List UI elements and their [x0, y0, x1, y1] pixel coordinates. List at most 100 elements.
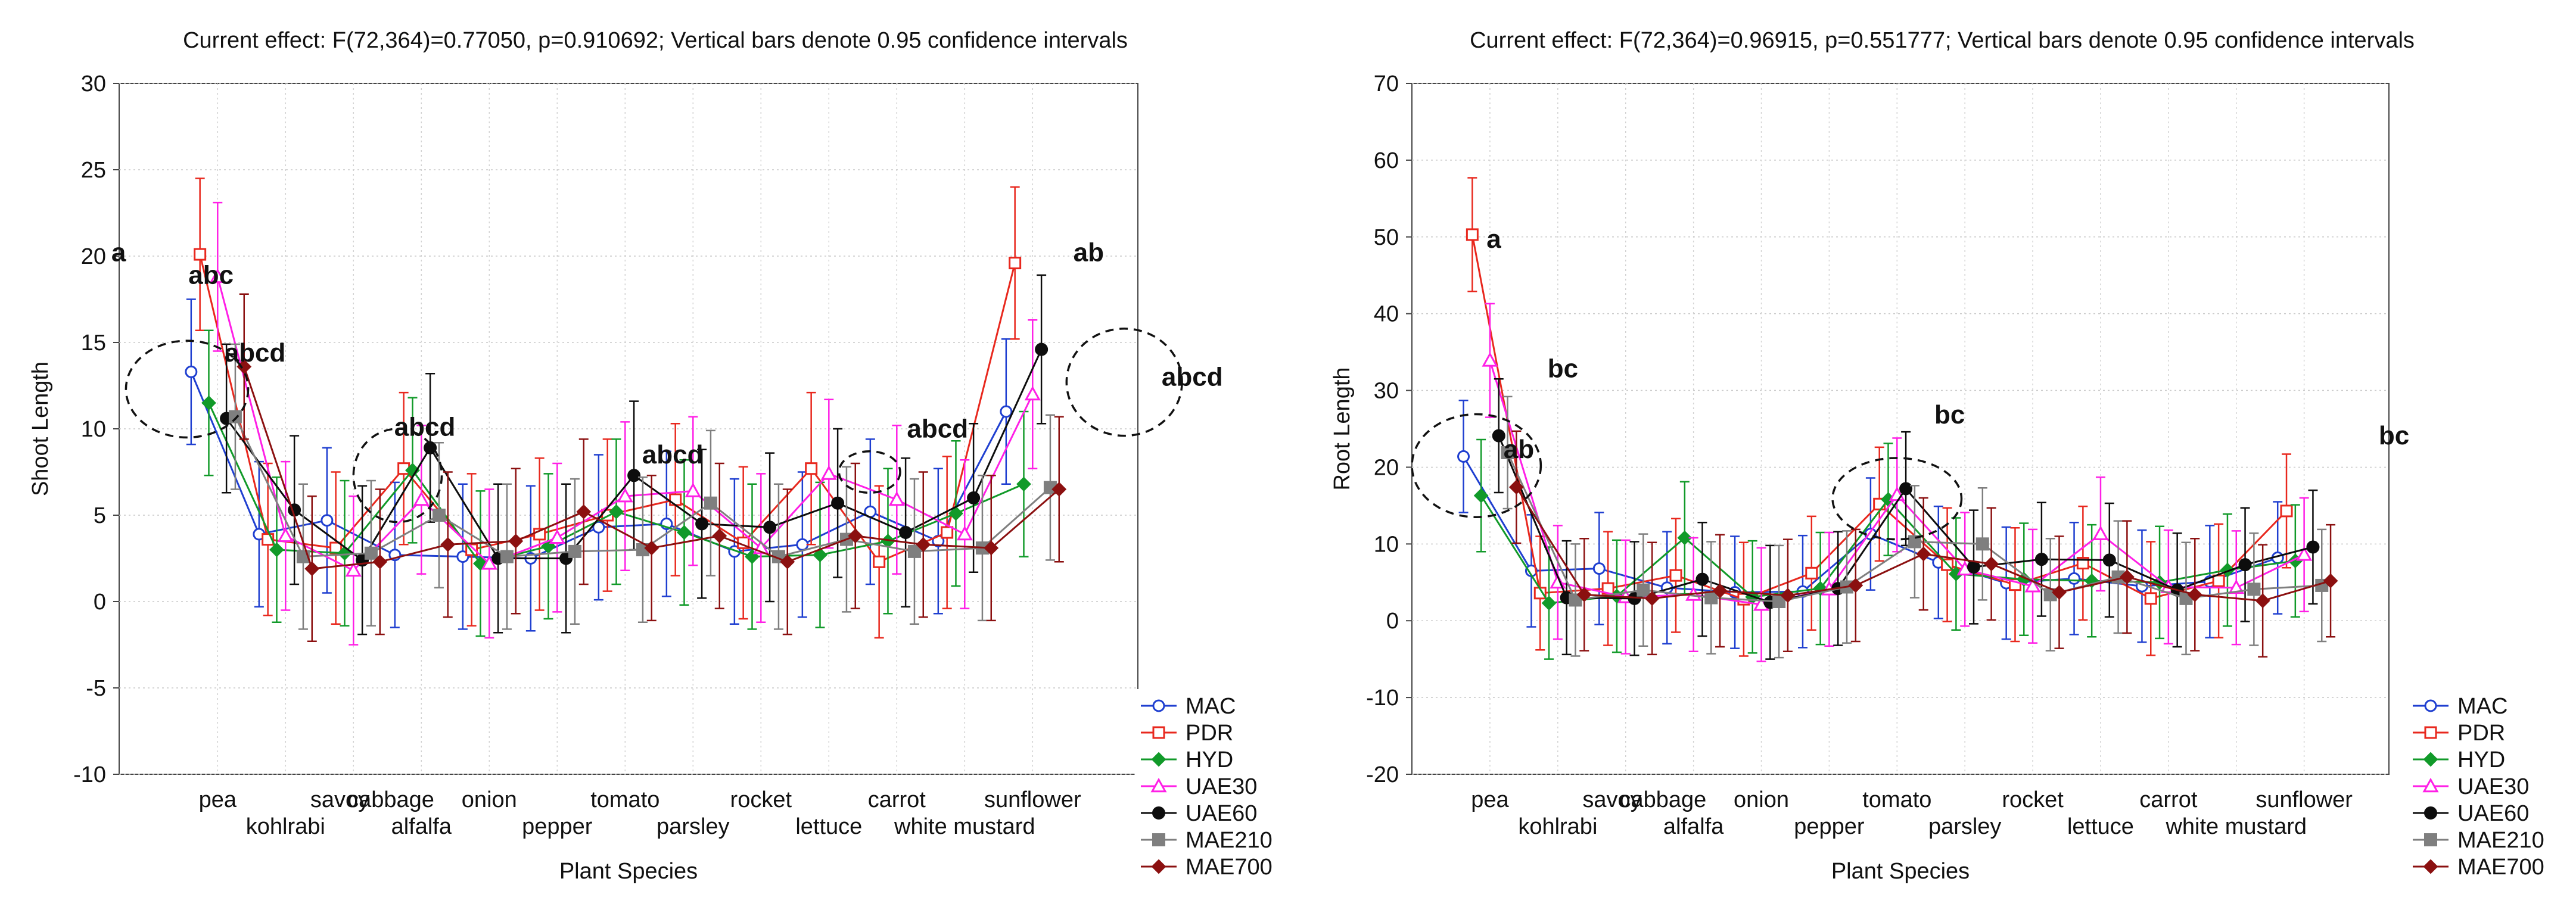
x-tick-label: onion: [1734, 787, 1789, 812]
data-point: [2187, 587, 2202, 602]
data-point: [1805, 566, 1818, 580]
data-point: [500, 550, 514, 563]
y-tick-label: -10: [73, 762, 106, 787]
x-tick-label: cabbage: [1619, 787, 1706, 812]
x-tick-label: sunflower: [984, 787, 1081, 812]
legend-label: MAE210: [1186, 828, 1273, 853]
x-axis-label: Plant Species: [559, 859, 698, 884]
data-point: [644, 540, 659, 556]
data-point: [1000, 405, 1013, 418]
highlight-circle: [352, 428, 443, 524]
data-point: [269, 542, 284, 557]
data-point: [2092, 525, 2109, 540]
legend-marker: [1150, 777, 1167, 793]
data-point: [695, 517, 709, 531]
highlight-circle: [125, 339, 250, 439]
legend-marker: [1151, 752, 1166, 767]
x-tick-label: rocket: [2002, 787, 2064, 812]
data-point: [984, 540, 999, 556]
legend-label: MAC: [2457, 694, 2507, 719]
x-tick-label: tomato: [1862, 787, 1931, 812]
data-point: [609, 504, 624, 519]
data-point: [712, 528, 727, 544]
series-mae210: [228, 343, 1057, 630]
x-tick-label: lettuce: [795, 814, 862, 839]
data-point: [277, 527, 294, 543]
data-point: [549, 529, 565, 544]
data-point: [481, 555, 497, 570]
data-point: [1916, 546, 1931, 562]
data-point: [1457, 450, 1470, 463]
data-point: [820, 465, 837, 480]
y-tick-label: 10: [1374, 532, 1399, 557]
data-point: [592, 521, 605, 534]
legend-label: MAE210: [2457, 828, 2544, 853]
data-point: [2024, 578, 2041, 593]
data-point: [1848, 578, 1863, 593]
y-tick-label: 0: [94, 590, 106, 615]
data-point: [1024, 385, 1041, 401]
data-point: [413, 491, 430, 506]
data-point: [2119, 569, 2135, 585]
data-point: [1051, 482, 1067, 497]
data-point: [763, 521, 777, 534]
plot-area: [1411, 83, 2390, 775]
x-tick-label: onion: [462, 787, 517, 812]
x-tick-label: carrot: [868, 787, 926, 812]
highlight-circle: [838, 450, 901, 494]
data-point: [916, 537, 931, 552]
significance-label: bc: [2379, 421, 2409, 450]
significance-label: bc: [1548, 354, 1578, 384]
data-point: [1669, 569, 1682, 582]
y-tick-label: -10: [1366, 686, 1399, 711]
y-tick-label: -20: [1366, 762, 1399, 787]
x-tick-label: white mustard: [894, 814, 1035, 839]
data-point: [576, 504, 592, 519]
significance-label: ab: [1504, 435, 1534, 464]
data-point: [304, 561, 320, 577]
legend-item: UAE30: [1141, 774, 1257, 799]
y-tick-label: 15: [81, 331, 106, 356]
legend-item: MAE210: [1141, 828, 1273, 853]
data-point: [669, 493, 682, 506]
y-tick-label: 20: [1374, 455, 1399, 480]
y-tick-label: 20: [81, 244, 106, 269]
data-point: [907, 544, 921, 558]
x-tick-label: pea: [1471, 787, 1509, 812]
data-point: [677, 525, 692, 540]
legend-marker: [1152, 806, 1165, 820]
data-point: [228, 410, 242, 423]
significance-label: abcd: [1162, 363, 1223, 392]
legend-label: HYD: [1186, 747, 1233, 772]
data-point: [1508, 479, 1524, 495]
data-point: [948, 506, 963, 521]
legend-marker: [2424, 699, 2437, 712]
data-point: [2052, 585, 2067, 600]
x-tick-label: white mustard: [2165, 814, 2307, 839]
y-tick-label: 0: [1386, 609, 1399, 634]
x-axis-label: Plant Species: [1831, 859, 1970, 884]
legend-label: MAE700: [2457, 855, 2544, 880]
data-point: [1541, 596, 1557, 610]
legend-item: MAC: [1141, 694, 1236, 719]
data-point: [813, 547, 827, 563]
data-point: [185, 365, 198, 378]
data-point: [796, 538, 809, 551]
data-point: [1908, 535, 1921, 549]
x-tick-label: parsley: [1928, 814, 2002, 839]
highlight-circle: [1411, 413, 1542, 518]
data-point: [888, 491, 905, 506]
data-point: [1473, 488, 1489, 503]
highlight-circle: [1831, 457, 1963, 541]
data-point: [2238, 558, 2252, 572]
data-point: [209, 268, 226, 284]
x-tick-label: lettuce: [2067, 814, 2134, 839]
data-point: [1009, 257, 1022, 270]
legend-marker: [2424, 806, 2437, 820]
x-tick-label: alfalfa: [391, 814, 452, 839]
data-point: [805, 462, 818, 475]
x-tick-label: savoy: [1582, 787, 1641, 812]
data-point: [2144, 592, 2157, 605]
data-point: [1637, 583, 1650, 597]
